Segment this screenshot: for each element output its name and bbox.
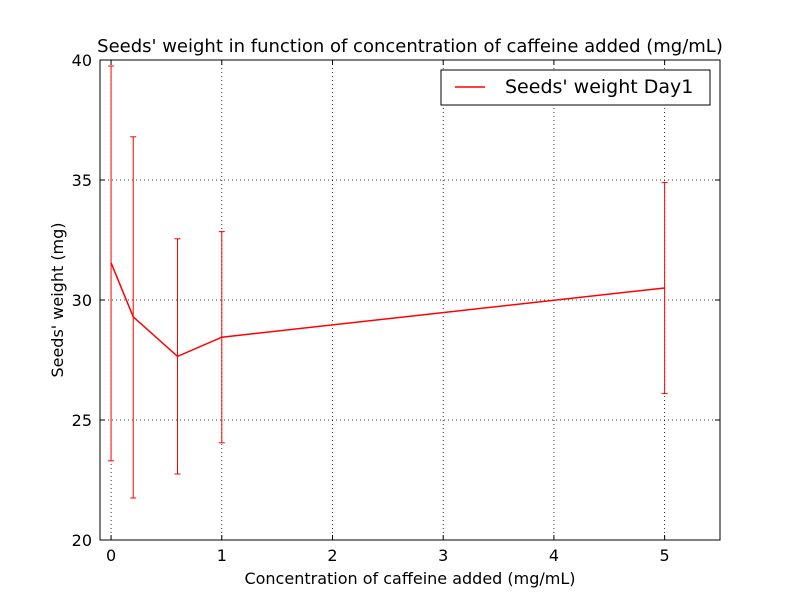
x-tick-label: 2 [327, 546, 337, 565]
y-axis-label: Seeds' weight (mg) [48, 222, 67, 377]
x-tick-label: 4 [549, 546, 559, 565]
grid-layer [100, 59, 720, 541]
plot-layer [108, 65, 668, 499]
y-tick-label: 25 [72, 411, 92, 430]
x-tick-label: 1 [217, 546, 227, 565]
y-tick-label: 30 [72, 291, 92, 310]
x-tick-label: 3 [438, 546, 448, 565]
legend: Seeds' weight Day1 [440, 69, 711, 106]
x-axis-label: Concentration of caffeine added (mg/mL) [244, 569, 575, 588]
tick-layer: 0 1 2 3 4 5 20 25 30 35 40 [72, 51, 720, 565]
chart-title: Seeds' weight in function of concentrati… [97, 36, 723, 57]
series-line [110, 262, 665, 358]
y-tick-label: 40 [72, 51, 92, 70]
y-tick-label: 20 [72, 531, 92, 550]
y-tick-label: 35 [72, 171, 92, 190]
legend-box [440, 69, 711, 106]
legend-label: Seeds' weight Day1 [505, 76, 693, 98]
x-tick-label: 5 [660, 546, 670, 565]
x-tick-label: 0 [106, 546, 116, 565]
